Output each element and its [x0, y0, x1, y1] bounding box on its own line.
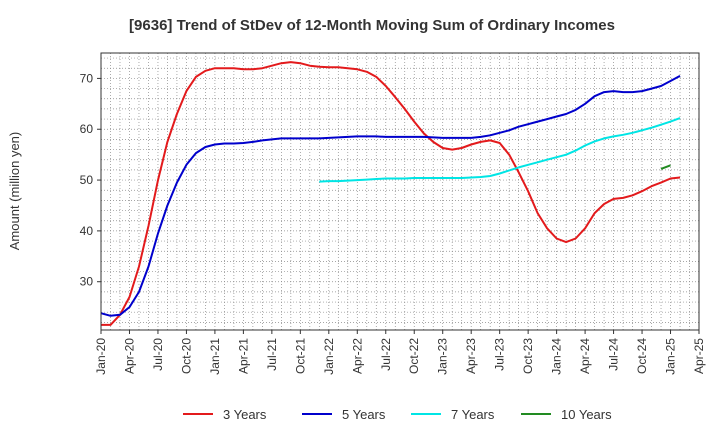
- x-tick-label: Jul-21: [265, 338, 279, 371]
- x-tick-label: Jan-21: [208, 338, 222, 375]
- legend-label: 3 Years: [223, 407, 267, 422]
- y-tick-label: 70: [80, 71, 94, 85]
- series-line-3-years: [101, 61, 681, 326]
- x-tick-label: Oct-23: [521, 338, 535, 374]
- legend-label: 5 Years: [342, 407, 386, 422]
- y-axis-ticks: 30 40 50 60 70: [80, 71, 101, 289]
- chart-title: [9636] Trend of StDev of 12-Month Moving…: [129, 17, 615, 34]
- x-tick-label: Apr-20: [122, 338, 136, 374]
- x-tick-label: Oct-20: [179, 338, 193, 374]
- y-tick-label: 40: [80, 224, 94, 238]
- x-tick-label: Apr-24: [578, 338, 592, 374]
- x-tick-label: Jan-24: [550, 338, 564, 375]
- series-line-5-years: [100, 75, 681, 317]
- legend: 3 Years 5 Years 7 Years 10 Years: [183, 407, 612, 422]
- x-tick-label: Jan-22: [322, 338, 336, 375]
- x-tick-label: Oct-22: [407, 338, 421, 374]
- legend-label: 10 Years: [561, 407, 612, 422]
- x-tick-label: Oct-21: [293, 338, 307, 374]
- y-tick-label: 50: [80, 173, 94, 187]
- grid: [100, 53, 700, 330]
- y-axis-label: Amount (million yen): [7, 132, 22, 251]
- series-lines: [100, 61, 681, 326]
- x-tick-label: Jan-23: [436, 338, 450, 375]
- x-tick-label: Oct-24: [635, 338, 649, 374]
- x-axis-ticks: Jan-20 Apr-20 Jul-20 Oct-20 Jan-21 Apr-21 Jul-…: [94, 330, 706, 375]
- y-tick-label: 30: [80, 275, 94, 289]
- y-tick-label: 60: [80, 122, 94, 136]
- x-tick-label: Apr-23: [464, 338, 478, 374]
- x-tick-label: Jul-22: [379, 338, 393, 371]
- x-tick-label: Jul-20: [151, 338, 165, 371]
- x-tick-label: Apr-25: [692, 338, 706, 374]
- x-tick-label: Jul-24: [607, 338, 621, 371]
- x-tick-label: Jan-20: [94, 338, 108, 375]
- series-line-10-years: [660, 164, 671, 170]
- series-line-7-years: [319, 117, 681, 183]
- legend-label: 7 Years: [451, 407, 495, 422]
- x-tick-label: Apr-21: [236, 338, 250, 374]
- x-tick-label: Jul-23: [493, 338, 507, 371]
- plot-frame: [100, 52, 700, 331]
- x-tick-label: Apr-22: [350, 338, 364, 374]
- x-tick-label: Jan-25: [664, 338, 678, 375]
